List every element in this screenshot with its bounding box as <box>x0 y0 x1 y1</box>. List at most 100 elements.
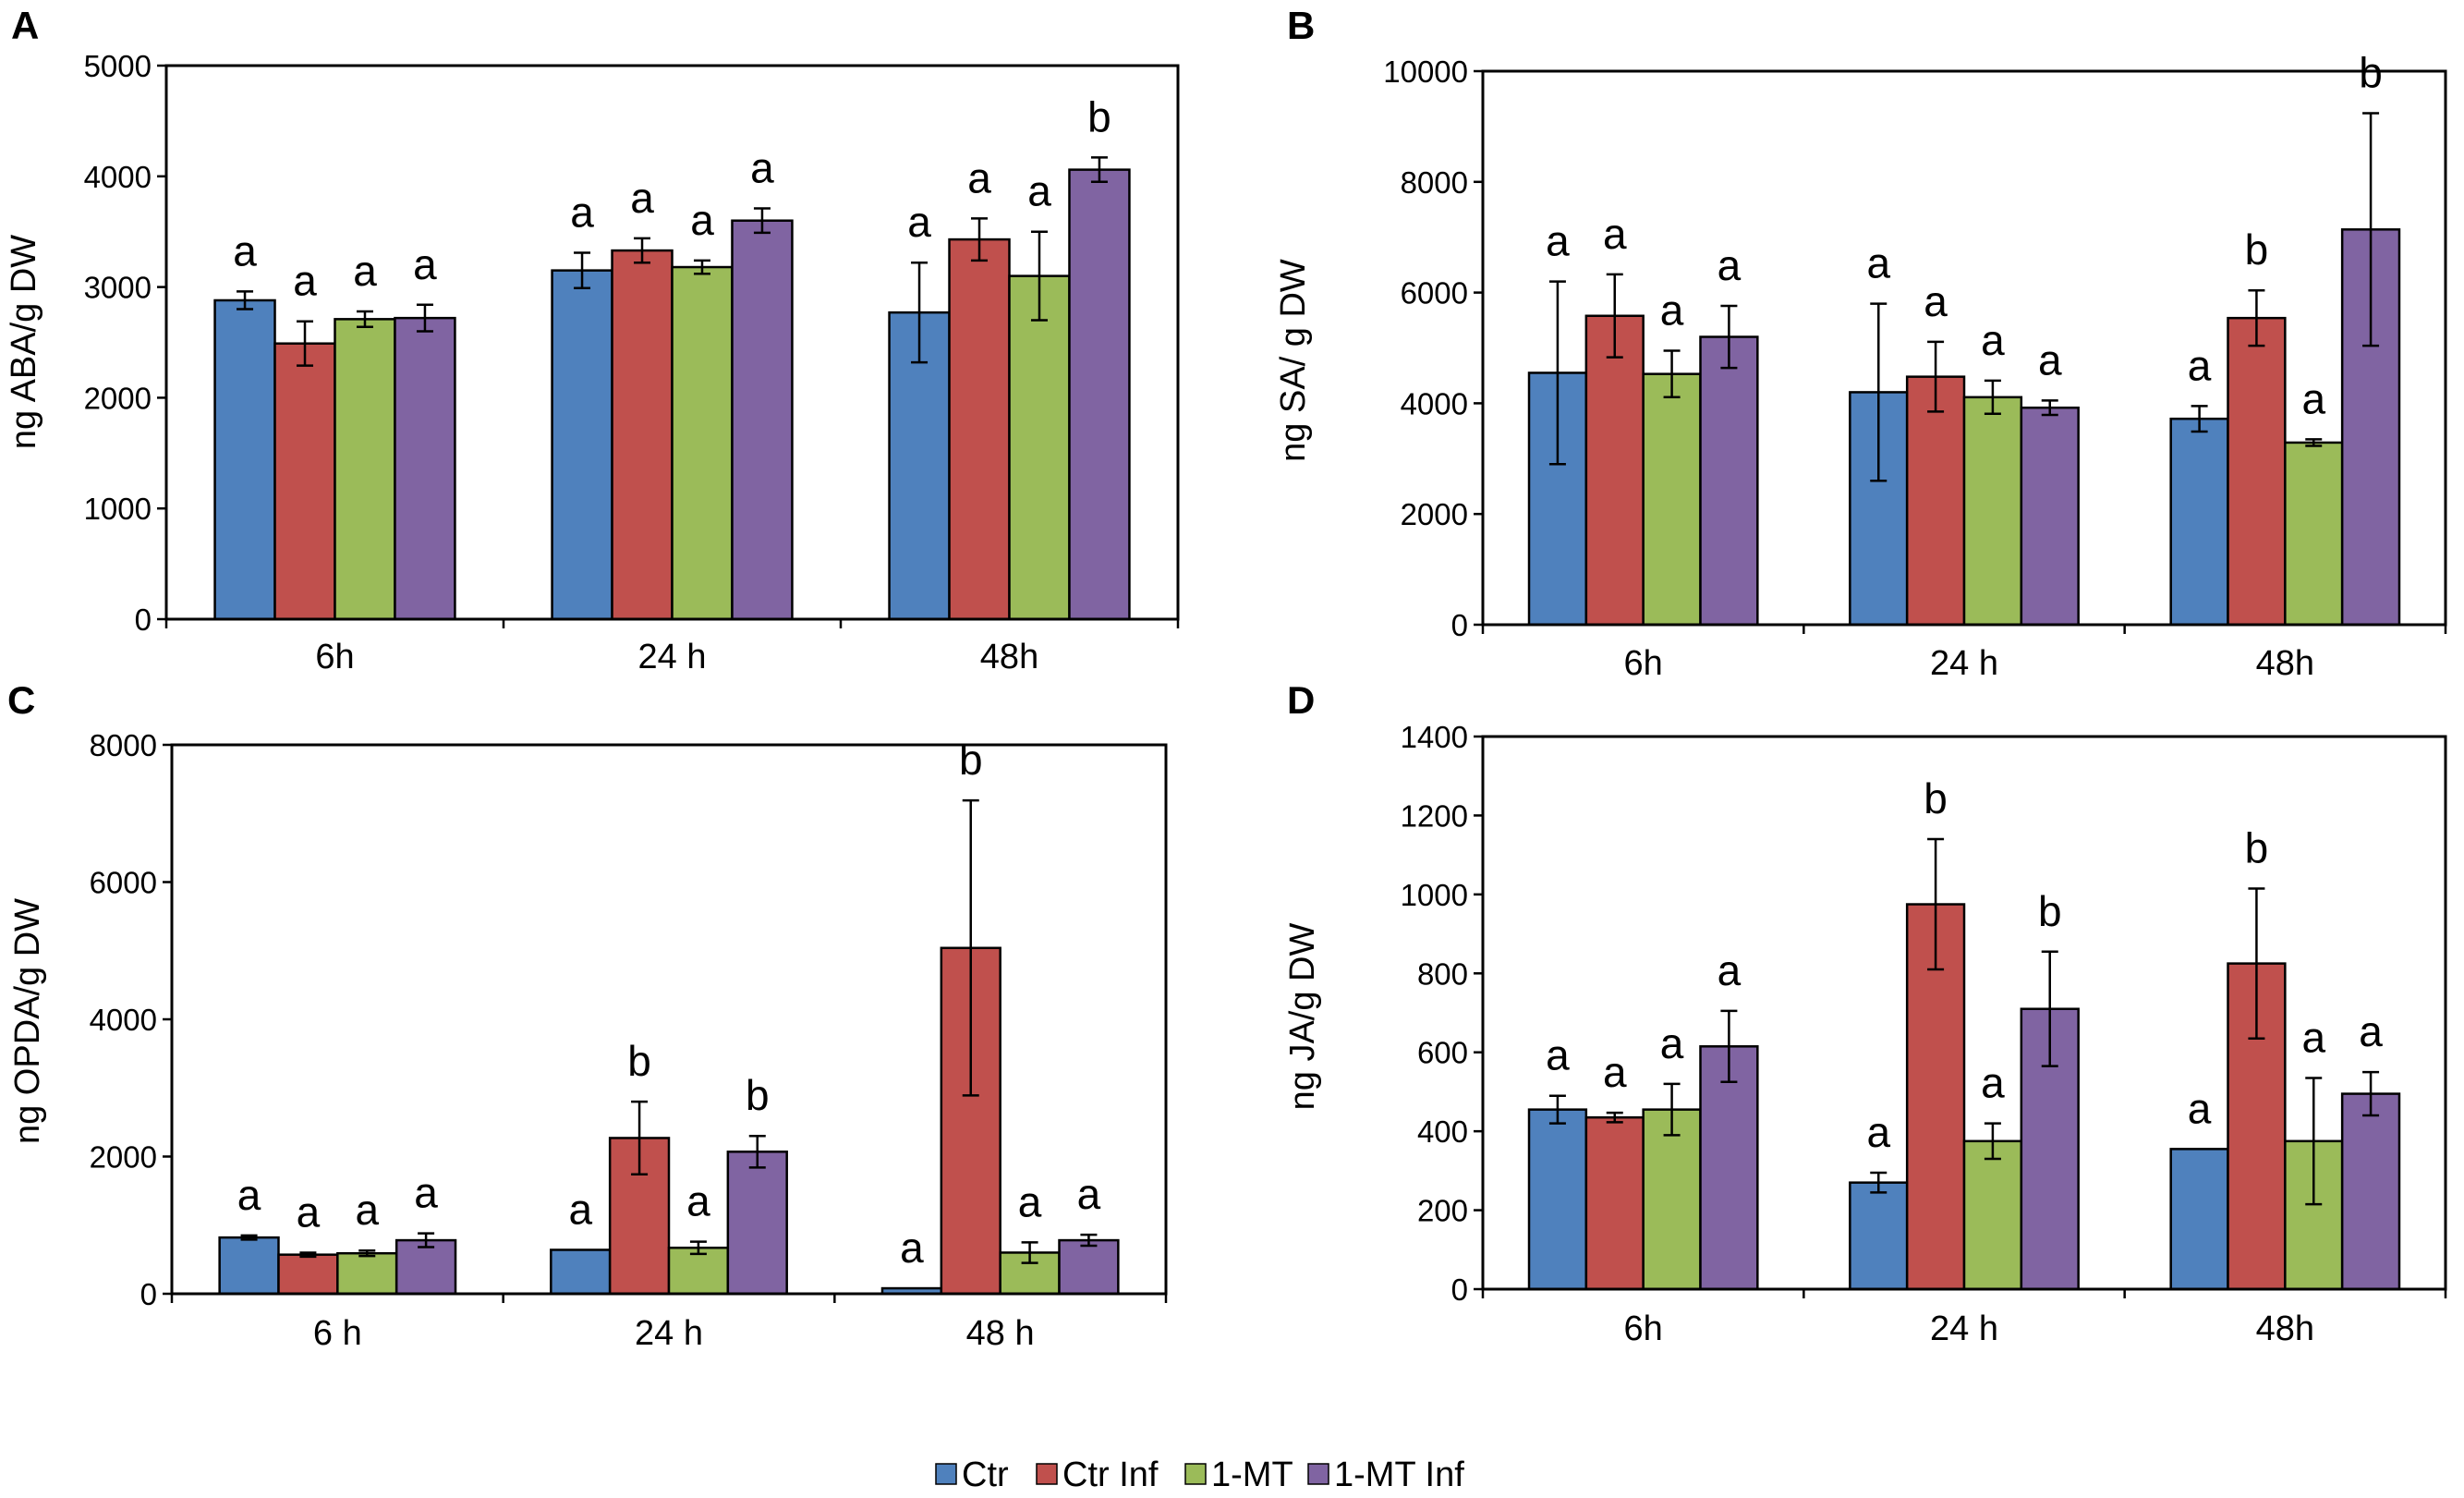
significance-letter: a <box>1981 316 2005 364</box>
bar-1-mt <box>336 1251 398 1296</box>
bar-1-mt-inf <box>731 219 794 621</box>
significance-letter: a <box>1924 277 1948 325</box>
bar-1-mt-inf <box>1699 335 1759 627</box>
bar-ctr <box>551 269 613 621</box>
bar-1-mt-inf <box>1068 168 1131 621</box>
y-tick-label: 3000 <box>84 271 152 305</box>
bar-ctr-inf <box>948 237 1011 621</box>
significance-letter: b <box>2038 887 2062 935</box>
significance-letter: a <box>2301 374 2325 422</box>
bar-ctr-inf <box>273 342 336 621</box>
legend: Ctr Ctr Inf 1-MT 1-MT Inf <box>935 1455 1464 1494</box>
bar-1-mt-inf <box>1699 1045 1759 1291</box>
bar-ctr <box>1527 1108 1588 1291</box>
significance-letter: a <box>1546 1031 1570 1079</box>
y-tick-label: 200 <box>1417 1194 1468 1228</box>
y-tick-label: 4000 <box>90 1003 157 1037</box>
x-tick-label: 48h <box>980 638 1038 676</box>
significance-letter: a <box>1603 210 1627 258</box>
bar-1-mt <box>1008 274 1071 621</box>
y-tick-label: 2000 <box>84 381 152 415</box>
significance-letter: a <box>1718 946 1742 994</box>
x-tick-label: 48h <box>2256 1309 2314 1348</box>
y-tick-label: 4000 <box>84 160 152 194</box>
bar-ctr <box>218 1236 280 1296</box>
bar-ctr-inf <box>611 249 674 621</box>
significance-letter: b <box>1087 92 1111 140</box>
y-tick-label: 0 <box>135 603 152 637</box>
significance-letter: a <box>413 240 437 288</box>
significance-letter: a <box>690 196 714 244</box>
panel-letter: A <box>11 4 39 47</box>
significance-letter: b <box>959 736 983 784</box>
bar-1-mt <box>334 318 396 621</box>
panel-letter: B <box>1287 4 1315 47</box>
bar-1-mt <box>1962 1139 2023 1291</box>
significance-letter: a <box>233 226 257 274</box>
legend-swatch <box>935 1463 957 1485</box>
bar-1-mt-inf <box>1058 1238 1120 1296</box>
significance-letter: a <box>907 198 931 246</box>
y-tick-label: 0 <box>140 1277 157 1311</box>
significance-letter: a <box>967 153 991 201</box>
significance-letter: a <box>900 1224 924 1272</box>
significance-letter: a <box>750 144 774 192</box>
y-tick-label: 1000 <box>84 492 152 526</box>
bar-1-mt-inf <box>726 1151 788 1296</box>
bar-ctr <box>1849 1181 1909 1291</box>
legend-label: Ctr <box>962 1455 1009 1494</box>
y-axis-label: ng JA/g DW <box>1283 923 1322 1111</box>
significance-letter: b <box>2359 49 2383 97</box>
y-tick-label: 0 <box>1451 608 1468 642</box>
significance-letter: a <box>293 257 317 305</box>
y-tick-label: 5000 <box>84 49 152 83</box>
significance-letter: b <box>2245 823 2269 871</box>
x-tick-label: 24 h <box>635 1314 703 1353</box>
significance-letter: a <box>630 174 654 222</box>
significance-letter: a <box>1866 239 1890 287</box>
bar-1-mt <box>1962 396 2023 627</box>
x-tick-label: 24 h <box>1930 1309 1998 1348</box>
y-tick-label: 600 <box>1417 1036 1468 1070</box>
bar-1-mt-inf <box>2020 406 2080 627</box>
panel-letter: C <box>7 678 35 722</box>
x-tick-label: 48 h <box>966 1314 1035 1353</box>
significance-letter: a <box>297 1187 321 1236</box>
legend-label: 1-MT <box>1211 1455 1293 1494</box>
x-tick-label: 6h <box>1624 1309 1663 1348</box>
bar-ctr <box>550 1248 612 1296</box>
bar-1-mt-inf <box>2340 1092 2401 1291</box>
x-tick-label: 6h <box>315 638 354 676</box>
significance-letter: a <box>1981 1059 2005 1107</box>
x-tick-label: 24 h <box>1930 644 1998 683</box>
bar-ctr-inf <box>277 1253 339 1296</box>
x-tick-label: 6h <box>1624 644 1663 683</box>
y-axis-label: ng OPDA/g DW <box>8 898 47 1144</box>
bar-ctr <box>213 298 276 621</box>
significance-letter: a <box>1660 286 1684 334</box>
bar-1-mt <box>671 265 734 621</box>
x-tick-label: 6 h <box>313 1314 362 1353</box>
significance-letter: a <box>237 1171 261 1219</box>
bar-1-mt <box>2284 441 2344 627</box>
significance-letter: a <box>568 1185 592 1233</box>
plot-frame <box>1481 69 2447 627</box>
y-tick-label: 2000 <box>90 1140 157 1175</box>
bar-1-mt <box>1642 1108 1702 1291</box>
y-axis-label: ng SA/ g DW <box>1274 259 1313 462</box>
bar-1-mt-inf <box>394 1238 457 1296</box>
y-tick-label: 1200 <box>1401 798 1468 833</box>
bar-1-mt-inf <box>394 316 456 621</box>
y-tick-label: 1000 <box>1401 878 1468 912</box>
panel-letter: D <box>1287 678 1315 722</box>
significance-letter: b <box>2245 225 2269 274</box>
x-tick-label: 24 h <box>638 638 707 676</box>
significance-letter: b <box>627 1037 651 1085</box>
legend-swatch <box>1036 1463 1058 1485</box>
y-tick-label: 800 <box>1417 956 1468 991</box>
significance-letter: a <box>1077 1170 1101 1218</box>
